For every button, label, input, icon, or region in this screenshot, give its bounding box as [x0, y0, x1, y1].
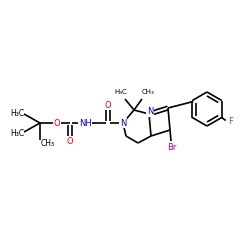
Text: O: O [67, 136, 73, 145]
Text: N: N [120, 118, 126, 128]
Text: CH₃: CH₃ [41, 138, 55, 147]
Text: CH₃: CH₃ [142, 89, 154, 95]
Text: O: O [54, 118, 60, 128]
Text: H₃C: H₃C [10, 108, 24, 118]
Text: Br: Br [167, 142, 177, 152]
Text: H₃C: H₃C [10, 128, 24, 138]
Text: NH: NH [78, 118, 92, 128]
Text: H₃C: H₃C [114, 89, 128, 95]
Text: F: F [228, 117, 233, 126]
Text: O: O [105, 100, 111, 110]
Text: N: N [147, 108, 153, 116]
